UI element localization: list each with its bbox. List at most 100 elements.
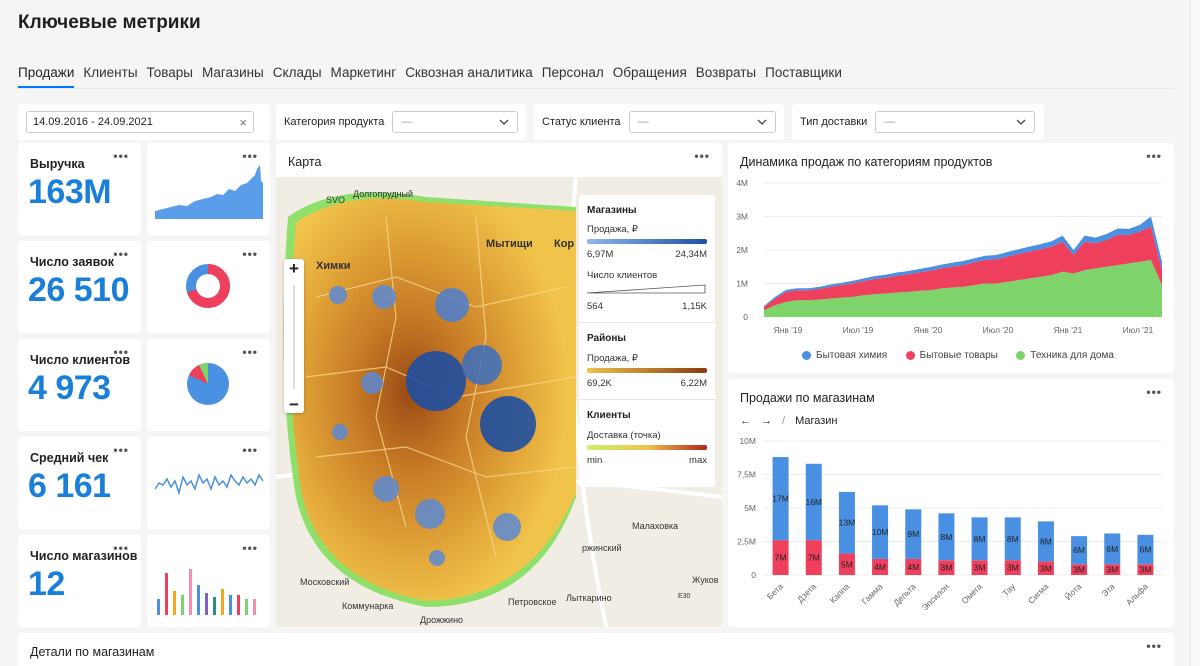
dynamics-chart: 4M 3M 2M 1M 0 Янв '19 Июл '19 Янв '20 Июл '20 Янв… xyxy=(736,178,1162,335)
tab-requests[interactable]: Обращения xyxy=(612,65,687,80)
legend-item[interactable]: Бытовая химия xyxy=(802,350,887,361)
store-bubble xyxy=(361,372,383,394)
status-select[interactable]: — xyxy=(628,111,776,133)
x-tick-label: Каппа xyxy=(828,581,852,605)
revenue-sparkline xyxy=(155,165,263,219)
store-bubble xyxy=(462,345,502,385)
data-label: 17M xyxy=(772,494,789,504)
menu-icon[interactable]: ••• xyxy=(113,149,129,163)
kpi-clients: Число клиентов ••• 4 973 xyxy=(18,339,141,431)
tab-stores[interactable]: Магазины xyxy=(201,65,264,80)
arrow-left-icon[interactable]: ← xyxy=(740,415,751,427)
mini-bar xyxy=(221,589,224,615)
menu-icon[interactable]: ••• xyxy=(113,541,129,555)
mini-bar xyxy=(181,595,184,615)
place-label: Мытищи xyxy=(486,238,533,250)
bar-segment xyxy=(938,560,955,575)
menu-icon[interactable]: ••• xyxy=(242,345,258,359)
data-label: 3M xyxy=(1106,565,1118,575)
legend-stores-min: 6,97M xyxy=(587,249,614,260)
revenue-area xyxy=(155,165,263,219)
bar-segment xyxy=(805,463,822,541)
tab-clients[interactable]: Клиенты xyxy=(83,65,138,80)
mini-bar xyxy=(189,569,192,615)
store-bubble xyxy=(435,288,469,322)
bar-segment xyxy=(971,560,988,575)
kpi-label: Число заявок xyxy=(30,255,115,269)
zoom-in-button[interactable]: + xyxy=(289,259,299,278)
y-tick-label: 1M xyxy=(736,279,748,289)
scrollbar[interactable] xyxy=(1190,0,1200,666)
tab-suppliers[interactable]: Поставщики xyxy=(765,65,842,80)
clear-icon[interactable]: × xyxy=(239,114,247,130)
requests-donut-card: ••• xyxy=(147,241,270,333)
category-select[interactable]: — xyxy=(392,111,518,133)
menu-icon[interactable]: ••• xyxy=(113,443,129,457)
tab-sales[interactable]: Продажи xyxy=(18,64,75,88)
menu-icon[interactable]: ••• xyxy=(242,541,258,555)
mini-bar xyxy=(205,593,208,615)
bar-segment xyxy=(1037,561,1054,575)
menu-icon[interactable]: ••• xyxy=(694,149,710,163)
data-label: 6M xyxy=(1106,544,1118,554)
drilldown-bar: ← → / Магазин xyxy=(740,415,838,427)
place-label: Малаховка xyxy=(632,521,678,531)
store-bubble xyxy=(373,476,399,502)
store-bubble xyxy=(429,550,445,566)
menu-icon[interactable]: ••• xyxy=(1146,639,1162,653)
menu-icon[interactable]: ••• xyxy=(1146,149,1162,163)
menu-icon[interactable]: ••• xyxy=(242,247,258,261)
tab-marketing[interactable]: Маркетинг xyxy=(330,65,397,80)
tab-returns[interactable]: Возвраты xyxy=(695,65,757,80)
data-label: 8M xyxy=(974,534,986,544)
tab-staff[interactable]: Персонал xyxy=(541,65,604,80)
legend-customers-gradient xyxy=(587,445,707,450)
kpi-value: 12 xyxy=(28,565,65,603)
menu-icon[interactable]: ••• xyxy=(113,247,129,261)
x-tick-label: Дзета xyxy=(795,581,818,604)
x-tick-label: Дельта xyxy=(891,581,918,608)
arrow-right-icon[interactable]: → xyxy=(761,415,772,427)
menu-icon[interactable]: ••• xyxy=(1146,385,1162,399)
zoom-track[interactable] xyxy=(293,285,295,389)
kpi-label: Средний чек xyxy=(30,451,109,465)
menu-icon[interactable]: ••• xyxy=(242,443,258,457)
y-tick-label: 0 xyxy=(743,312,748,322)
tab-goods[interactable]: Товары xyxy=(146,65,193,80)
legend-clients-max: 1,15K xyxy=(682,301,707,312)
y-tick-label: 5M xyxy=(744,503,756,513)
category-select-value: — xyxy=(401,116,413,128)
menu-icon[interactable]: ••• xyxy=(242,149,258,163)
chevron-down-icon xyxy=(1016,119,1026,125)
tab-warehouses[interactable]: Склады xyxy=(272,65,322,80)
store-bubble xyxy=(406,351,466,411)
map-card: Карта ••• SVO Долгопрудный Мытищи xyxy=(276,143,722,627)
data-label: 13M xyxy=(839,518,856,528)
bar-segment xyxy=(1004,560,1021,575)
clients-pie-card: ••• xyxy=(147,339,270,431)
data-label: 5M xyxy=(841,559,853,569)
bar-segment xyxy=(1071,564,1088,575)
date-range-input[interactable]: 14.09.2016 - 24.09.2021 × xyxy=(26,111,254,133)
donut-segment-red xyxy=(186,264,230,308)
bar-segment xyxy=(772,540,789,575)
legend-clients-metric: Число клиентов xyxy=(587,270,658,281)
delivery-select[interactable]: — xyxy=(875,111,1036,133)
legend-districts-metric: Продажа, ₽ xyxy=(587,353,638,364)
store-bubble xyxy=(372,285,396,309)
data-label: 6M xyxy=(1140,545,1152,555)
legend-item[interactable]: Техника для дома xyxy=(1016,350,1114,361)
place-label: Московский xyxy=(300,577,349,587)
bar-segment xyxy=(838,491,855,554)
x-tick-label: Сигма xyxy=(1026,581,1051,606)
bar-segment xyxy=(872,505,889,559)
kpi-label: Число магазинов xyxy=(30,549,138,563)
mini-bar xyxy=(165,573,168,615)
x-tick-label: Эта xyxy=(1099,581,1117,599)
zoom-out-button[interactable]: − xyxy=(289,395,299,414)
pie-slice-green xyxy=(199,362,208,384)
menu-icon[interactable]: ••• xyxy=(113,345,129,359)
map-view[interactable]: SVO Долгопрудный Мытищи Кор Химки Малахо… xyxy=(276,177,722,627)
tab-analytics[interactable]: Сквозная аналитика xyxy=(405,65,533,80)
legend-item[interactable]: Бытовые товары xyxy=(905,350,998,361)
